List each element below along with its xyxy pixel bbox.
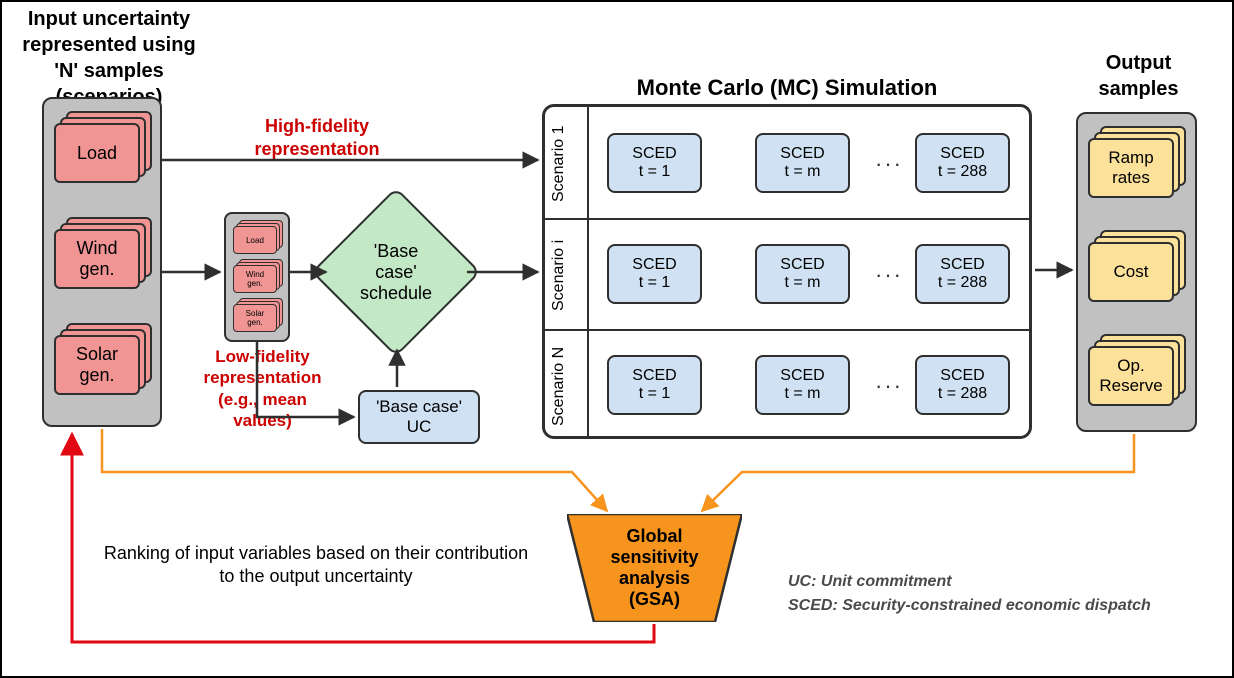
dots-icon: ···	[875, 373, 903, 399]
input-heading: Input uncertainty represented using 'N' …	[19, 6, 199, 110]
sced-s1-t1: SCED t = 1	[607, 133, 702, 193]
sced-si-t1: SCED t = 1	[607, 244, 702, 304]
dots-icon: ···	[875, 262, 903, 288]
sced-si-t288: SCED t = 288	[915, 244, 1010, 304]
sced-sn-t288: SCED t = 288	[915, 355, 1010, 415]
input-card-solar: Solar gen.	[54, 335, 140, 395]
sced-sn-tm: SCED t = m	[755, 355, 850, 415]
small-card-wind: Wind gen.	[233, 265, 277, 293]
diamond-label: 'Base case' schedule	[336, 212, 456, 332]
scenario-i-label: Scenario i	[550, 230, 582, 320]
ranking-text: Ranking of input variables based on thei…	[96, 542, 536, 589]
legend-text: UC: Unit commitment SCED: Security-const…	[788, 570, 1151, 618]
sced-s1-tm: SCED t = m	[755, 133, 850, 193]
low-fidelity-panel: Load Wind gen. Solar gen.	[224, 212, 290, 342]
high-fidelity-label: High-fidelity representation	[222, 115, 412, 160]
input-card-load: Load	[54, 123, 140, 183]
output-heading: Output samples	[1081, 50, 1196, 102]
input-panel: Load Wind gen. Solar gen.	[42, 97, 162, 427]
scenario-1-label: Scenario 1	[550, 119, 582, 209]
monte-carlo-panel: Scenario 1 Scenario i Scenario N SCED t …	[542, 104, 1032, 439]
output-panel: Ramp rates Cost Op. Reserve	[1076, 112, 1197, 432]
gsa-node: Global sensitivity analysis (GSA)	[567, 514, 742, 622]
mc-heading: Monte Carlo (MC) Simulation	[542, 74, 1032, 103]
low-fidelity-label: Low-fidelity representation (e.g., mean …	[190, 346, 335, 431]
input-card-wind: Wind gen.	[54, 229, 140, 289]
output-card-ramp: Ramp rates	[1088, 138, 1174, 198]
base-case-uc-box: 'Base case' UC	[358, 390, 480, 444]
sced-si-tm: SCED t = m	[755, 244, 850, 304]
diagram-canvas: Input uncertainty represented using 'N' …	[0, 0, 1234, 678]
sced-sn-t1: SCED t = 1	[607, 355, 702, 415]
scenario-n-label: Scenario N	[550, 341, 582, 431]
sced-s1-t288: SCED t = 288	[915, 133, 1010, 193]
output-card-reserve: Op. Reserve	[1088, 346, 1174, 406]
small-card-solar: Solar gen.	[233, 304, 277, 332]
small-card-load: Load	[233, 226, 277, 254]
gsa-label: Global sensitivity analysis (GSA)	[610, 526, 698, 610]
dots-icon: ···	[875, 151, 903, 177]
output-card-cost: Cost	[1088, 242, 1174, 302]
base-case-schedule-diamond: 'Base case' schedule	[336, 212, 456, 332]
